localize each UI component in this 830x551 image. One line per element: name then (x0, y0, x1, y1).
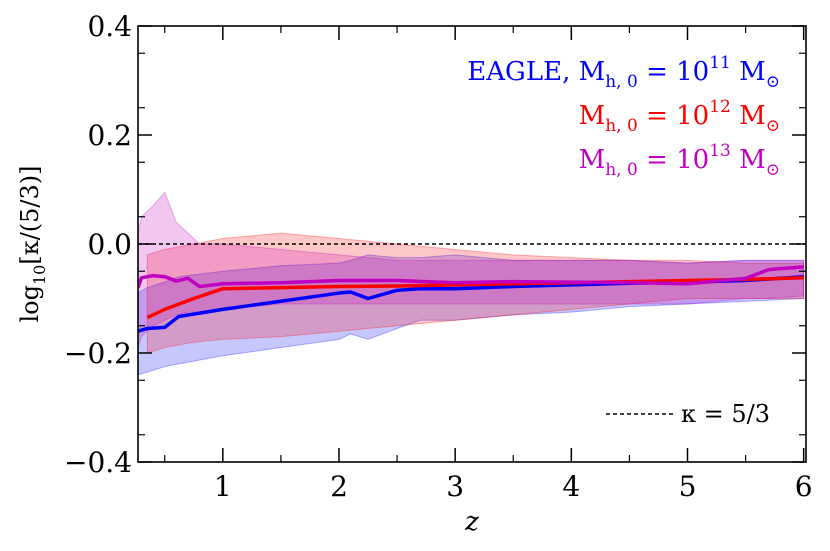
band-series-0 (138, 254, 805, 376)
x-tick-label: 1 (214, 470, 232, 503)
x-tick-label: 6 (795, 470, 813, 503)
axis-ticks (138, 25, 806, 463)
series-lines (138, 265, 804, 333)
band-series-2 (138, 191, 805, 348)
x-tick-label: 2 (330, 470, 348, 503)
reference-line-legend: κ = 5/3 (606, 400, 770, 428)
y-tick-label: 0.4 (87, 10, 132, 43)
reference-line-legend-label: κ = 5/3 (681, 400, 770, 428)
x-axis-label: z (464, 507, 479, 537)
x-tick-label: 3 (446, 470, 464, 503)
y-axis-label: log10[κ/(5/3)] (16, 165, 49, 322)
line-series-2 (138, 265, 804, 289)
line-series-1 (146, 276, 804, 320)
x-tick-label: 5 (679, 470, 697, 503)
x-tick-label: 4 (562, 470, 580, 503)
y-tick-label: 0.2 (87, 119, 132, 152)
y-tick-label: 0.0 (87, 228, 132, 261)
y-tick-label: −0.2 (64, 337, 132, 370)
uncertainty-bands (138, 191, 805, 376)
legend-entry-1e12: Mh, 0 = 1012 M⊙ (579, 97, 780, 136)
y-tick-label: −0.4 (64, 446, 132, 479)
tick-labels: 1 2 3 4 5 6 −0.4 −0.2 0.0 0.2 0.4 (64, 10, 813, 503)
y-axis-label-group: log10[κ/(5/3)] (16, 165, 49, 322)
legend-entry-eagle-1e11: EAGLE, Mh, 0 = 1011 M⊙ (467, 53, 780, 92)
legend-entry-1e13: Mh, 0 = 1013 M⊙ (579, 141, 780, 180)
band-series-1 (146, 232, 805, 354)
legend: EAGLE, Mh, 0 = 1011 M⊙ Mh, 0 = 1012 M⊙ M… (467, 53, 780, 180)
